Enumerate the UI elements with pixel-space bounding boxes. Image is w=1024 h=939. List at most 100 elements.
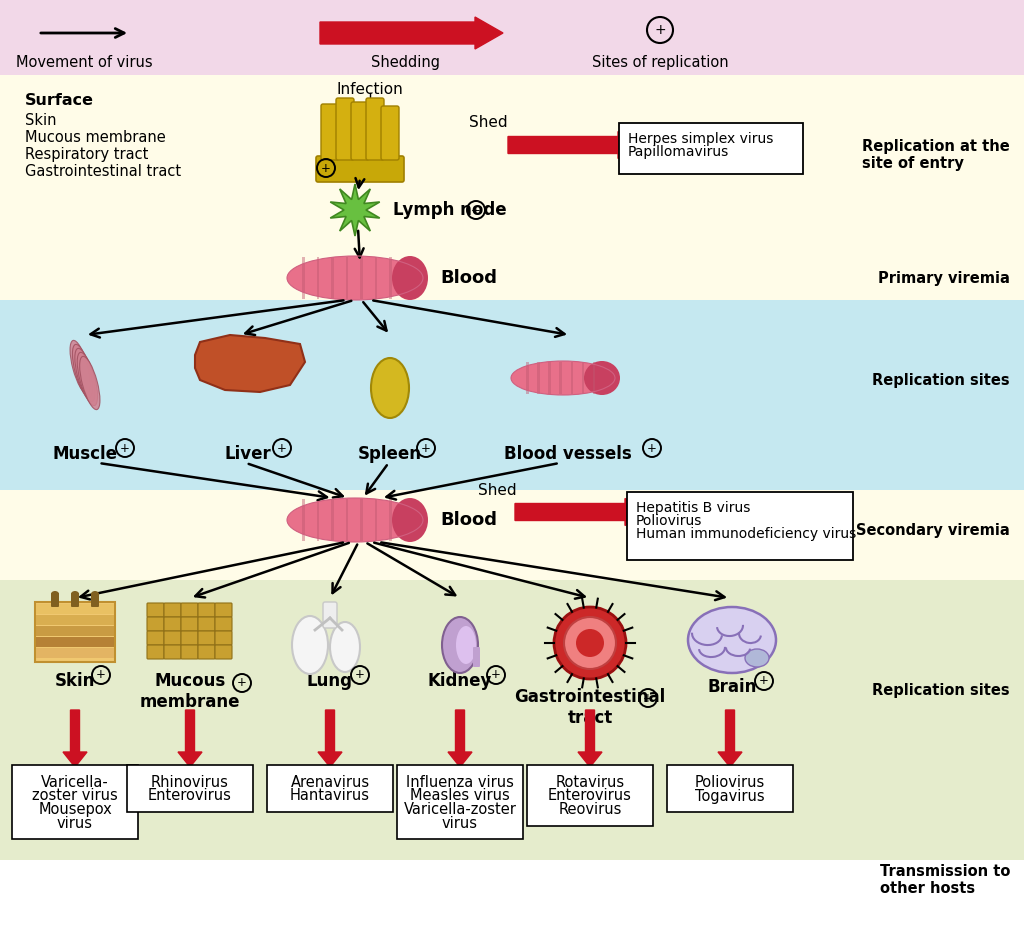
Text: Mucous membrane: Mucous membrane: [25, 130, 166, 145]
FancyBboxPatch shape: [321, 104, 339, 160]
FancyBboxPatch shape: [181, 645, 198, 659]
FancyBboxPatch shape: [0, 580, 1024, 860]
Text: Brain: Brain: [708, 678, 757, 696]
FancyArrow shape: [449, 710, 472, 767]
Ellipse shape: [392, 256, 428, 300]
FancyBboxPatch shape: [36, 648, 114, 658]
Text: virus: virus: [57, 815, 93, 830]
FancyBboxPatch shape: [381, 106, 399, 160]
Text: Herpes simplex virus: Herpes simplex virus: [628, 132, 773, 146]
Text: +: +: [238, 676, 247, 689]
Text: Skin: Skin: [55, 672, 95, 690]
Ellipse shape: [287, 256, 423, 300]
FancyBboxPatch shape: [215, 603, 232, 617]
Text: Secondary viremia: Secondary viremia: [856, 522, 1010, 537]
FancyBboxPatch shape: [627, 492, 853, 560]
Text: Poliovirus: Poliovirus: [636, 514, 702, 528]
FancyBboxPatch shape: [0, 490, 1024, 580]
Text: Enterovirus: Enterovirus: [148, 789, 232, 804]
Circle shape: [575, 629, 604, 657]
FancyBboxPatch shape: [12, 765, 138, 839]
FancyBboxPatch shape: [0, 300, 1024, 490]
FancyBboxPatch shape: [0, 860, 1024, 939]
Text: Hantavirus: Hantavirus: [290, 789, 370, 804]
Text: Enterovirus: Enterovirus: [548, 789, 632, 804]
FancyBboxPatch shape: [198, 645, 215, 659]
Text: virus: virus: [442, 815, 478, 830]
FancyBboxPatch shape: [198, 631, 215, 645]
Ellipse shape: [392, 498, 428, 542]
FancyBboxPatch shape: [360, 499, 362, 541]
FancyBboxPatch shape: [538, 362, 540, 394]
Text: Measles virus: Measles virus: [411, 789, 510, 804]
FancyBboxPatch shape: [618, 123, 803, 174]
Text: Gastrointestinal tract: Gastrointestinal tract: [25, 164, 181, 179]
Polygon shape: [331, 184, 380, 236]
FancyBboxPatch shape: [147, 603, 164, 617]
Text: Varicella-: Varicella-: [41, 775, 109, 790]
Ellipse shape: [292, 616, 328, 674]
FancyBboxPatch shape: [147, 645, 164, 659]
FancyBboxPatch shape: [397, 765, 523, 839]
Text: Human immunodeficiency virus: Human immunodeficiency virus: [636, 527, 856, 541]
FancyBboxPatch shape: [323, 602, 337, 628]
Text: Replication sites: Replication sites: [872, 683, 1010, 698]
Ellipse shape: [511, 361, 615, 395]
Text: +: +: [120, 441, 130, 454]
FancyBboxPatch shape: [215, 631, 232, 645]
Text: Shedding: Shedding: [371, 55, 439, 70]
Text: Spleen: Spleen: [358, 445, 422, 463]
Text: Blood: Blood: [440, 511, 497, 529]
Text: Shed: Shed: [469, 115, 507, 130]
FancyBboxPatch shape: [316, 257, 319, 299]
Text: +: +: [355, 669, 365, 682]
FancyBboxPatch shape: [389, 499, 392, 541]
Text: Rhinovirus: Rhinovirus: [152, 775, 229, 790]
Ellipse shape: [442, 617, 478, 673]
Text: Varicella-zoster: Varicella-zoster: [403, 802, 516, 817]
Ellipse shape: [371, 358, 409, 418]
Text: Skin: Skin: [25, 113, 56, 128]
FancyBboxPatch shape: [375, 257, 378, 299]
Text: Primary viremia: Primary viremia: [879, 270, 1010, 285]
Text: +: +: [96, 669, 105, 682]
Text: Liver: Liver: [224, 445, 271, 463]
Ellipse shape: [71, 591, 79, 597]
FancyBboxPatch shape: [147, 631, 164, 645]
FancyBboxPatch shape: [198, 617, 215, 631]
Text: +: +: [647, 441, 657, 454]
Ellipse shape: [456, 626, 476, 664]
FancyBboxPatch shape: [316, 156, 404, 182]
FancyBboxPatch shape: [36, 626, 114, 636]
Ellipse shape: [584, 361, 620, 395]
FancyBboxPatch shape: [35, 602, 115, 662]
FancyBboxPatch shape: [331, 499, 334, 541]
Text: Mucous
membrane: Mucous membrane: [139, 672, 241, 711]
FancyBboxPatch shape: [215, 617, 232, 631]
Polygon shape: [195, 335, 305, 392]
FancyBboxPatch shape: [164, 631, 181, 645]
FancyBboxPatch shape: [36, 637, 114, 647]
Text: Poliovirus: Poliovirus: [695, 775, 765, 790]
FancyBboxPatch shape: [181, 603, 198, 617]
FancyBboxPatch shape: [0, 0, 1024, 75]
FancyArrow shape: [63, 710, 87, 767]
FancyBboxPatch shape: [71, 593, 79, 607]
Text: Muscle: Muscle: [52, 445, 118, 463]
FancyBboxPatch shape: [473, 647, 480, 667]
FancyBboxPatch shape: [346, 499, 348, 541]
FancyBboxPatch shape: [0, 75, 1024, 300]
Ellipse shape: [51, 591, 59, 597]
Text: +: +: [492, 669, 501, 682]
Text: Movement of virus: Movement of virus: [15, 55, 153, 70]
Text: +: +: [643, 691, 653, 704]
Text: Respiratory tract: Respiratory tract: [25, 147, 148, 162]
FancyBboxPatch shape: [181, 617, 198, 631]
Text: +: +: [278, 441, 287, 454]
FancyBboxPatch shape: [91, 593, 99, 607]
Text: +: +: [322, 162, 331, 175]
FancyBboxPatch shape: [570, 362, 573, 394]
Text: zoster virus: zoster virus: [32, 789, 118, 804]
Text: Mousepox: Mousepox: [38, 802, 112, 817]
FancyBboxPatch shape: [336, 98, 354, 160]
